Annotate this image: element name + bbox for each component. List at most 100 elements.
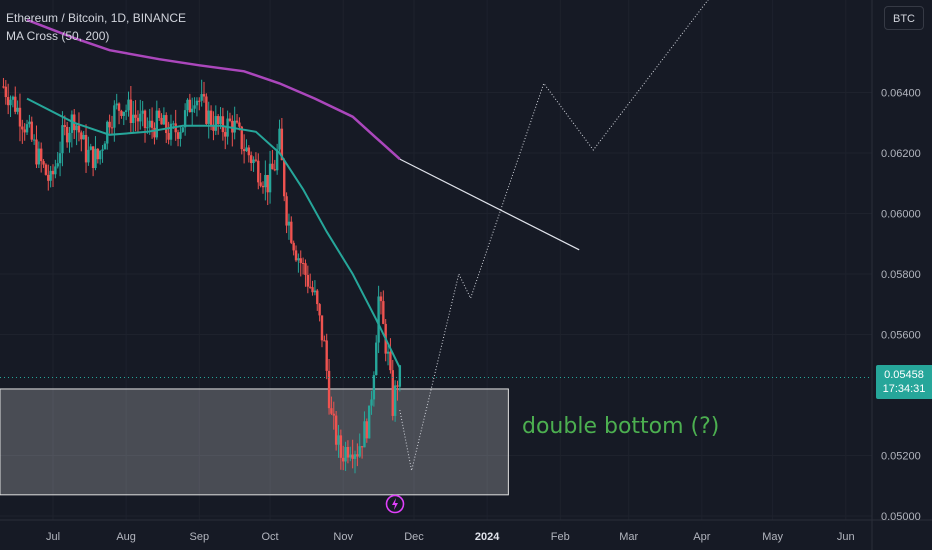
support-zone [0,388,509,496]
candle-body [122,111,125,116]
time-tick-label: Sep [189,531,209,543]
candle-body [94,148,97,169]
candle-body [294,250,298,261]
candle-body [68,132,71,143]
candles [2,77,402,474]
time-tick-label: Apr [693,531,710,543]
candle-body [75,125,78,131]
candle-body [396,385,399,387]
candle-body [325,340,328,371]
legend-indicator[interactable]: MA Cross (50, 200) [6,29,110,43]
candle-body [280,128,284,161]
candle-body [221,116,225,133]
candle-body [148,120,151,128]
candle-body [162,115,166,125]
candle-body [28,121,31,125]
candle-body [124,110,128,112]
candle-body [214,116,218,131]
candle-body [247,147,251,156]
candle-body [264,174,267,188]
candle-body [273,169,276,171]
candle-body [306,274,310,287]
candle-body [313,290,317,293]
candle-body [202,94,206,97]
candle-body [339,435,343,458]
candle-body [287,221,291,226]
candle-body [367,405,371,439]
candle-body [268,163,272,193]
candle-body [382,301,385,324]
candle-body [363,421,366,448]
candle-body [252,159,255,164]
price-tick-label: 0.06400 [881,88,921,100]
candle-body [283,160,286,197]
candle-body [323,340,326,342]
candle-body [249,155,253,164]
flash-icon[interactable] [385,494,405,514]
candle-body [23,129,26,133]
legend-symbol: Ethereum / Bitcoin, 1D, BINANCE [6,11,187,25]
candle-body [342,457,345,462]
currency-button[interactable]: BTC [884,6,924,30]
candle-body [228,118,232,121]
candle-body [16,107,19,112]
candle-body [84,134,88,163]
candle-body [150,120,154,128]
candle-body [358,446,361,457]
candle-body [98,150,102,160]
candle-body [377,296,380,343]
candle-body [14,96,17,112]
candle-body [146,127,149,129]
price-tick-label: 0.05200 [881,451,921,463]
candle-body [257,160,260,183]
candle-body [235,120,239,123]
time-tick-label: Nov [333,531,353,543]
candle-body [205,96,208,124]
candle-body [58,153,62,164]
candle-body [172,123,175,125]
ma200-projection-line [399,158,580,251]
candle-body [25,124,29,133]
candle-body [344,446,347,462]
candle-body [386,351,390,354]
candle-body [136,117,140,122]
candle-body [398,365,402,387]
last-price-value: 0.05458 [884,369,924,381]
candle-body [186,99,189,111]
time-tick-label: 2024 [475,531,500,543]
candle-body [301,262,305,264]
candle-body [44,164,48,175]
candle-body [318,304,321,316]
candle-body [87,149,90,163]
candle-body [2,86,5,88]
candle-body [242,149,246,152]
candle-body [200,94,203,101]
candle-body [56,163,59,167]
candle-body [391,370,394,416]
candle-body [167,133,170,140]
candle-body [375,342,378,376]
candle-body [103,143,107,150]
candle-body [70,114,74,133]
candle-body [372,375,376,400]
candle-body [61,125,64,154]
candle-body [346,446,350,458]
candle-body [169,123,173,140]
candle-body [65,126,69,143]
candle-body [141,110,144,114]
candle-body [106,121,109,144]
candle-body [327,370,331,409]
candle-body [193,105,196,109]
candle-body [275,149,279,171]
candle-body [370,399,373,406]
last-price-countdown: 17:34:31 [882,383,926,395]
candle-body [181,127,184,132]
candle-body [259,182,262,186]
candle-body [49,170,52,181]
candle-body [80,132,83,140]
candle-body [254,159,258,161]
annotation-text: double bottom (?) [522,414,720,439]
candle-body [30,121,33,140]
